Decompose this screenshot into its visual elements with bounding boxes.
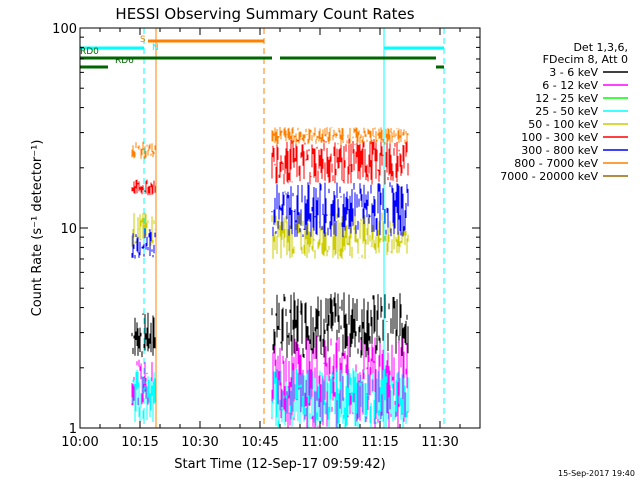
x-tick-label: 11:00	[301, 435, 338, 450]
legend-label: 12 - 25 keV	[535, 92, 598, 105]
trace-interval-2	[271, 138, 409, 185]
y-tick-label: 100	[52, 22, 77, 37]
x-tick-label: 10:30	[181, 435, 218, 450]
flag-label-n: N	[152, 43, 159, 53]
axis-ticks: 10:00 10:15 10:30 10:45 11:00 11:15 11:30 1 10 10…	[52, 22, 481, 450]
trace-interval-2	[271, 368, 409, 428]
y-axis-label: Count Rate (s⁻¹ detector⁻¹)	[30, 140, 45, 317]
series-100-300-kev	[131, 138, 409, 196]
series-800-7000-kev	[131, 127, 409, 160]
series-300-800-kev	[131, 182, 409, 259]
x-axis-label: Start Time (12-Sep-17 09:59:42)	[174, 457, 385, 472]
trace-interval-2	[271, 127, 409, 145]
x-tick-label: 10:15	[121, 435, 158, 450]
trace-interval-1	[131, 141, 157, 160]
flag-label-s: S	[140, 35, 146, 45]
chart-title: HESSI Observing Summary Count Rates	[115, 5, 414, 23]
legend-label: 100 - 300 keV	[521, 131, 598, 144]
legend-label: 800 - 7000 keV	[514, 157, 598, 170]
trace-interval-1	[131, 228, 157, 259]
flag-label-rd0: RD0	[80, 47, 99, 57]
legend-label: 6 - 12 keV	[542, 79, 598, 92]
trace-interval-2	[271, 182, 409, 238]
legend-label: 25 - 50 keV	[535, 105, 598, 118]
vertical-lines	[143, 28, 445, 428]
data-layer	[131, 127, 409, 428]
y-tick-label: 1	[69, 422, 77, 437]
legend-header-1: Det 1,3,6,	[573, 41, 628, 54]
x-tick-label: 10:00	[61, 435, 98, 450]
legend-header-2: FDecim 8, Att 0	[543, 53, 628, 66]
trace-interval-1	[131, 312, 157, 358]
legend-label: 7000 - 20000 keV	[500, 170, 598, 183]
y-tick-label: 10	[60, 222, 77, 237]
x-tick-label: 11:15	[361, 435, 398, 450]
flag-label-rd6: RD6	[115, 56, 134, 66]
x-tick-label: 10:45	[241, 435, 278, 450]
flag-bars: SN RD0 RD6	[80, 35, 444, 69]
footer-timestamp: 15-Sep-2017 19:40	[558, 469, 635, 478]
legend-label: 50 - 100 keV	[528, 118, 598, 131]
legend-label: 3 - 6 keV	[549, 66, 598, 79]
trace-interval-1	[131, 369, 157, 427]
x-tick-label: 11:30	[421, 435, 458, 450]
series-25-50-kev	[131, 368, 409, 428]
legend-label: 300 - 800 keV	[521, 144, 598, 157]
trace-interval-1	[131, 179, 157, 196]
